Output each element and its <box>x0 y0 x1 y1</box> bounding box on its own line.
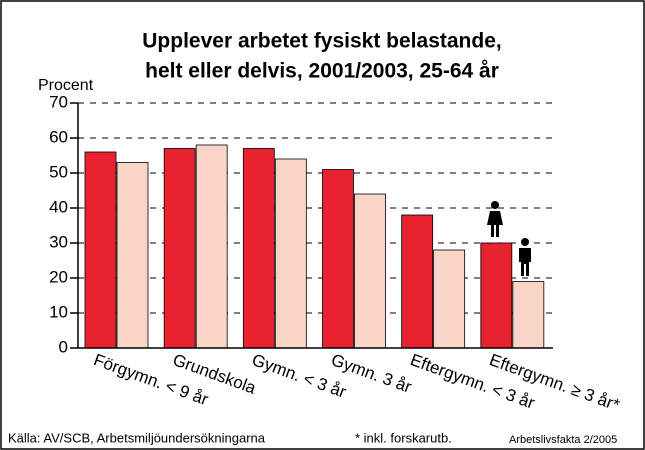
bar <box>401 214 434 349</box>
bar <box>195 144 228 349</box>
credit: Arbetslivsfakta 2/2005 <box>509 434 617 446</box>
bar <box>512 281 545 349</box>
source: Källa: AV/SCB, Arbetsmiljöundersökningar… <box>8 430 266 445</box>
bar <box>84 151 117 349</box>
note: * inkl. forskarutb. <box>355 430 452 445</box>
bar <box>322 169 354 349</box>
y-axis-label: Procent <box>38 77 94 94</box>
y-tick-label: 10 <box>49 302 68 321</box>
y-tick-label: 20 <box>49 267 68 286</box>
chart-title: Upplever arbetet fysiskt belastande, <box>142 30 501 53</box>
y-tick-label: 50 <box>49 162 68 181</box>
y-tick-label: 40 <box>49 197 68 216</box>
female-icon <box>487 201 503 237</box>
bar <box>163 148 196 349</box>
bar <box>116 162 149 349</box>
bar <box>274 158 307 349</box>
bar <box>242 148 275 349</box>
bar <box>433 249 466 349</box>
y-tick-label: 60 <box>49 127 68 146</box>
chart-title: helt eller delvis, 2001/2003, 25-64 år <box>145 60 499 83</box>
male-icon <box>519 238 531 276</box>
bar <box>480 242 513 349</box>
bar <box>354 193 386 349</box>
y-tick-label: 70 <box>49 92 68 111</box>
y-tick-label: 30 <box>49 232 68 251</box>
y-tick-label: 0 <box>59 337 68 356</box>
